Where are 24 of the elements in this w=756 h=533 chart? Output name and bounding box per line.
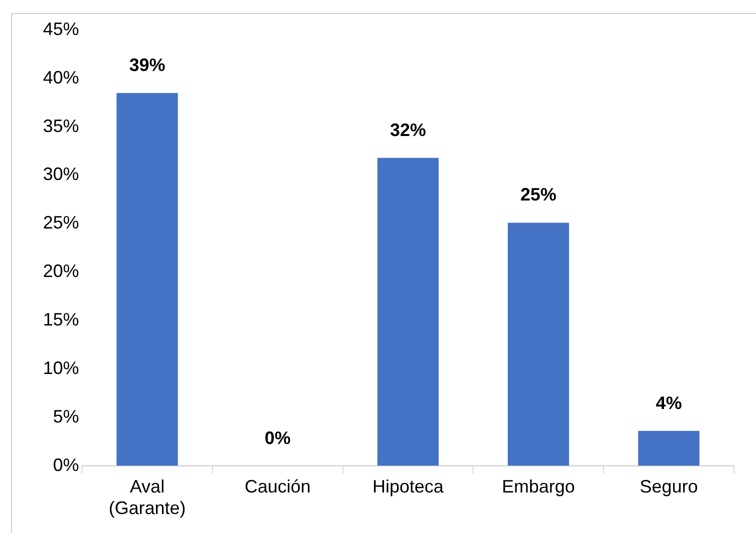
y-tick-label: 35%: [42, 116, 80, 136]
data-label: 39%: [129, 54, 166, 75]
bar: [116, 92, 178, 466]
bar: [638, 430, 700, 466]
y-tick-label: 30%: [42, 164, 80, 184]
x-tick-label: Seguro: [640, 476, 698, 497]
y-tick-label: 40%: [42, 67, 80, 88]
y-tick-label: 0%: [53, 454, 80, 475]
x-tick-label: Hipoteca: [372, 476, 445, 497]
y-tick-label: 15%: [42, 310, 80, 330]
y-tick-label: 5%: [53, 406, 80, 426]
data-label: 4%: [656, 392, 682, 413]
data-label: 0%: [264, 428, 291, 448]
x-tick-label: Embargo: [502, 476, 575, 497]
y-tick-label: 10%: [42, 358, 80, 378]
y-tick-label: 25%: [42, 212, 80, 233]
x-tick-label: Caución: [244, 476, 311, 497]
y-tick-label: 20%: [42, 261, 80, 282]
y-tick-label: 45%: [42, 18, 80, 39]
x-tick-label: Aval (Garante): [108, 476, 186, 518]
bar: [377, 158, 439, 466]
data-label: 25%: [520, 184, 556, 205]
bar: [508, 222, 570, 466]
data-label: 32%: [390, 120, 426, 140]
